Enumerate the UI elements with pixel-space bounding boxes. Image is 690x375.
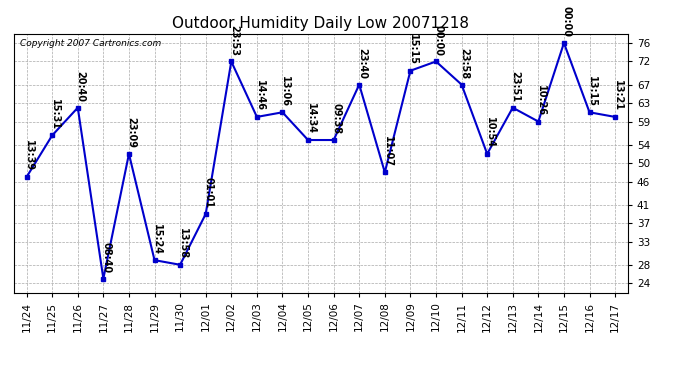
- Text: 00:00: 00:00: [562, 6, 572, 38]
- Text: 23:09: 23:09: [127, 117, 137, 148]
- Text: 11:07: 11:07: [382, 136, 393, 167]
- Text: 13:06: 13:06: [280, 76, 290, 107]
- Text: 01:01: 01:01: [204, 177, 213, 209]
- Text: 09:38: 09:38: [331, 104, 342, 135]
- Text: 14:46: 14:46: [255, 80, 265, 111]
- Text: 23:51: 23:51: [511, 71, 520, 102]
- Text: 20:40: 20:40: [75, 71, 86, 102]
- Text: 13:58: 13:58: [178, 228, 188, 259]
- Text: 00:00: 00:00: [434, 25, 444, 56]
- Text: 08:40: 08:40: [101, 242, 111, 273]
- Text: 15:24: 15:24: [152, 224, 162, 255]
- Text: 23:40: 23:40: [357, 48, 367, 79]
- Text: 23:58: 23:58: [460, 48, 469, 79]
- Text: 13:15: 13:15: [587, 76, 598, 107]
- Text: 15:31: 15:31: [50, 99, 60, 130]
- Text: 13:39: 13:39: [24, 140, 34, 171]
- Text: 10:26: 10:26: [536, 85, 546, 116]
- Text: 15:15: 15:15: [408, 34, 418, 65]
- Text: 10:54: 10:54: [485, 117, 495, 148]
- Text: 14:34: 14:34: [306, 104, 316, 135]
- Text: Copyright 2007 Cartronics.com: Copyright 2007 Cartronics.com: [20, 39, 161, 48]
- Text: 23:53: 23:53: [229, 25, 239, 56]
- Title: Outdoor Humidity Daily Low 20071218: Outdoor Humidity Daily Low 20071218: [172, 16, 469, 31]
- Text: 13:21: 13:21: [613, 80, 623, 111]
